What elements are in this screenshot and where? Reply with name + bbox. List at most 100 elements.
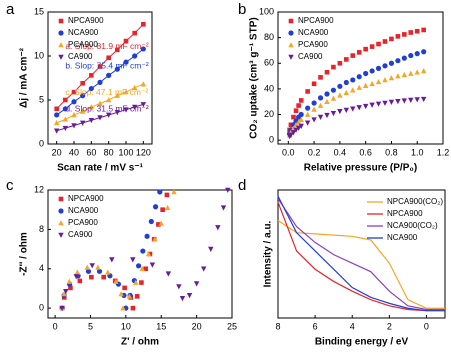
- data-point: [298, 98, 304, 103]
- data-point: [140, 81, 147, 87]
- data-point: [388, 99, 395, 105]
- plot-frame: [277, 189, 446, 319]
- data-point: [114, 66, 120, 72]
- plot-frame: [277, 11, 444, 145]
- data-point: [88, 85, 94, 92]
- legend-label: NCA900: [68, 28, 99, 37]
- data-point: [382, 100, 388, 106]
- data-point: [208, 246, 214, 252]
- data-point: [158, 220, 164, 226]
- y-tick-label: 20: [264, 109, 274, 119]
- data-point: [131, 84, 138, 90]
- data-point: [356, 50, 362, 55]
- data-point: [330, 95, 337, 101]
- legend-marker: [288, 18, 294, 24]
- data-point: [131, 104, 138, 110]
- legend-label: NPCA900: [387, 209, 423, 218]
- legend-marker: [58, 18, 64, 24]
- legend-label: NPCA900: [68, 16, 104, 25]
- data-point: [298, 111, 304, 118]
- legend-marker: [288, 54, 294, 60]
- data-point: [350, 77, 356, 83]
- annotation: d. Slop: 31.5 mF cm⁻²: [65, 104, 149, 114]
- data-point: [356, 84, 362, 90]
- data-point: [71, 89, 77, 95]
- legend-marker: [58, 208, 64, 214]
- legend-marker: [58, 232, 64, 238]
- legend-label: NCA900: [387, 233, 418, 242]
- y-tick-label: 0: [269, 135, 274, 145]
- series-line: [277, 219, 445, 309]
- x-tick-label: 0.6: [359, 147, 372, 157]
- data-point: [71, 123, 77, 129]
- data-point: [420, 68, 427, 74]
- x-tick-label: 20: [192, 321, 202, 331]
- data-point: [140, 248, 146, 254]
- data-point: [54, 106, 59, 112]
- data-point: [293, 127, 299, 133]
- data-point: [376, 41, 381, 47]
- data-point: [402, 32, 407, 37]
- data-point: [165, 271, 172, 277]
- data-point: [317, 114, 324, 120]
- data-point: [130, 257, 136, 263]
- data-point: [305, 105, 311, 111]
- plot-frame: [47, 11, 153, 145]
- x-tick-label: 25: [227, 321, 237, 331]
- data-point: [369, 44, 375, 49]
- data-point: [382, 77, 388, 83]
- legend-marker: [58, 220, 64, 226]
- data-point: [288, 132, 294, 138]
- y-tick-label: 15: [34, 6, 44, 16]
- legend-label: NCA900: [68, 206, 99, 215]
- data-point: [123, 107, 129, 113]
- data-point: [362, 82, 369, 88]
- annotation: b. Slop: 75.4 mF cm⁻²: [65, 60, 149, 70]
- data-point: [105, 269, 111, 275]
- data-point: [356, 74, 362, 80]
- data-point: [324, 91, 330, 97]
- data-point: [101, 274, 106, 280]
- y-axis-label: Δj / mA cm⁻²: [19, 47, 30, 108]
- data-point: [171, 189, 177, 195]
- data-point: [350, 87, 356, 93]
- data-point: [97, 100, 103, 106]
- data-point: [414, 69, 420, 75]
- data-point: [388, 60, 395, 66]
- data-point: [68, 285, 73, 291]
- series-line: [277, 195, 445, 312]
- data-point: [369, 68, 375, 74]
- data-point: [337, 83, 343, 89]
- data-point: [401, 55, 407, 61]
- y-tick-label: 40: [264, 83, 274, 93]
- data-point: [311, 81, 317, 87]
- data-point: [164, 204, 171, 211]
- data-point: [89, 263, 95, 269]
- data-point: [152, 204, 159, 210]
- data-point: [152, 236, 158, 242]
- data-point: [84, 264, 90, 270]
- y-axis-label: -Z'' / ohm: [19, 232, 30, 276]
- data-point: [114, 110, 121, 116]
- data-point: [311, 100, 317, 106]
- data-point: [295, 125, 302, 131]
- x-tick-label: 4: [350, 321, 355, 331]
- data-point: [118, 291, 124, 297]
- data-point: [97, 64, 103, 69]
- x-tick-label: 8: [275, 321, 280, 331]
- y-tick-label: 4: [39, 263, 44, 273]
- y-tick-label: 5: [39, 94, 44, 104]
- annotation: a. Slop: 81.9 mF cm⁻²: [65, 41, 149, 51]
- data-point: [363, 46, 368, 52]
- legend-label: PCA900: [68, 218, 98, 227]
- data-point: [97, 115, 103, 121]
- x-tick-label: 100: [118, 147, 133, 157]
- data-point: [408, 97, 414, 103]
- data-point: [389, 36, 394, 42]
- data-point: [395, 34, 401, 39]
- data-point: [120, 305, 126, 311]
- data-point: [414, 51, 420, 57]
- y-axis-label: Intensity / a.u.: [263, 220, 274, 287]
- data-point: [324, 69, 330, 75]
- data-point: [160, 207, 165, 212]
